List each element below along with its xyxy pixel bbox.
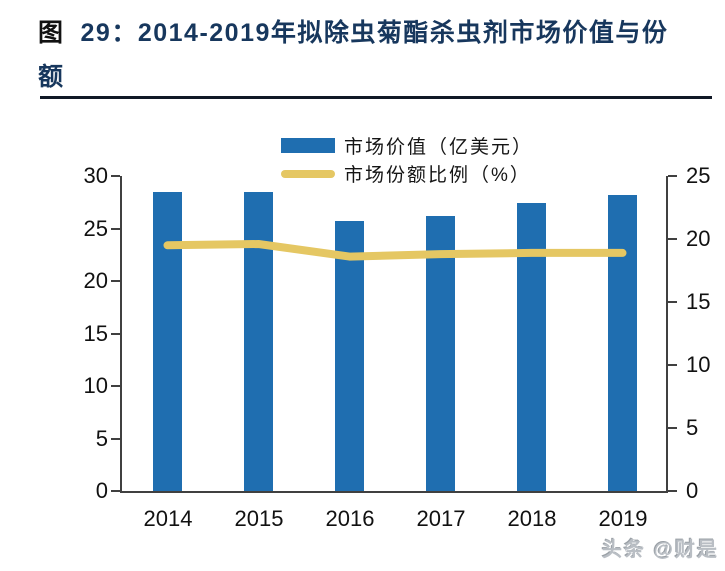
right-axis-tick-label: 5 [686,415,699,440]
left-axis-tick-label: 10 [83,373,108,398]
figure-title-line1: 图 29：2014-2019年拟除虫菊酯杀虫剂市场价值与份 [38,13,668,49]
left-axis-tick [111,227,120,230]
left-axis-tick [111,332,120,335]
left-axis-line [120,176,122,493]
legend-line-swatch [281,169,335,178]
figure-title-line2: 额 [38,63,65,91]
right-axis-line [666,176,668,493]
bar-2016 [335,221,364,491]
left-axis-tick [111,175,120,177]
legend-item-market-share: 市场份额比例（%） [281,160,531,187]
left-axis-tick [111,437,120,440]
bar-2019 [608,195,637,491]
bar-2017 [426,216,455,491]
left-axis-tick-label: 20 [83,268,108,293]
left-axis-tick-label: 30 [83,163,108,188]
left-axis-tick [111,385,120,387]
right-axis-tick [668,490,677,492]
right-axis-tick [668,301,677,303]
figure-title-text: 29：2014-2019年拟除虫菊酯杀虫剂市场价值与份 [80,19,669,47]
right-axis-tick [668,175,677,177]
left-axis-tick [111,490,120,492]
market-share-line-layer [163,240,627,261]
right-axis-tick-label: 0 [686,478,699,503]
left-axis-tick [111,280,120,282]
right-axis-tick [668,364,677,366]
right-axis-tick-label: 15 [686,289,711,314]
right-axis-tick [668,238,677,240]
right-axis-tick-label: 20 [686,226,711,251]
x-axis-label-2015: 2015 [234,506,284,531]
right-axis-tick-label: 10 [686,352,711,377]
legend-item-market-value: 市场价值（亿美元） [281,132,533,159]
watermark: 头条 @财是 [601,539,719,561]
x-axis-label-2019: 2019 [598,506,648,531]
x-axis-label-2017: 2017 [416,506,466,531]
title-divider [40,96,712,99]
right-axis-tick-label: 25 [686,163,711,188]
left-axis-tick-label: 25 [83,215,108,241]
legend-label-market-share: 市场份额比例（%） [344,165,531,186]
market-share-line [163,240,627,261]
x-axis-label-2018: 2018 [507,506,557,531]
figure-label: 图 [38,19,65,47]
right-axis-tick [668,427,677,429]
x-axis-line [120,491,668,493]
left-axis-tick-label: 5 [95,425,108,451]
left-axis-tick-label: 0 [95,478,108,503]
x-axis-label-2014: 2014 [143,506,193,531]
legend-bar-swatch [281,138,335,153]
x-axis-label-2016: 2016 [325,506,375,531]
left-axis-tick-label: 15 [83,320,108,346]
legend-label-market-value: 市场价值（亿美元） [344,137,534,158]
